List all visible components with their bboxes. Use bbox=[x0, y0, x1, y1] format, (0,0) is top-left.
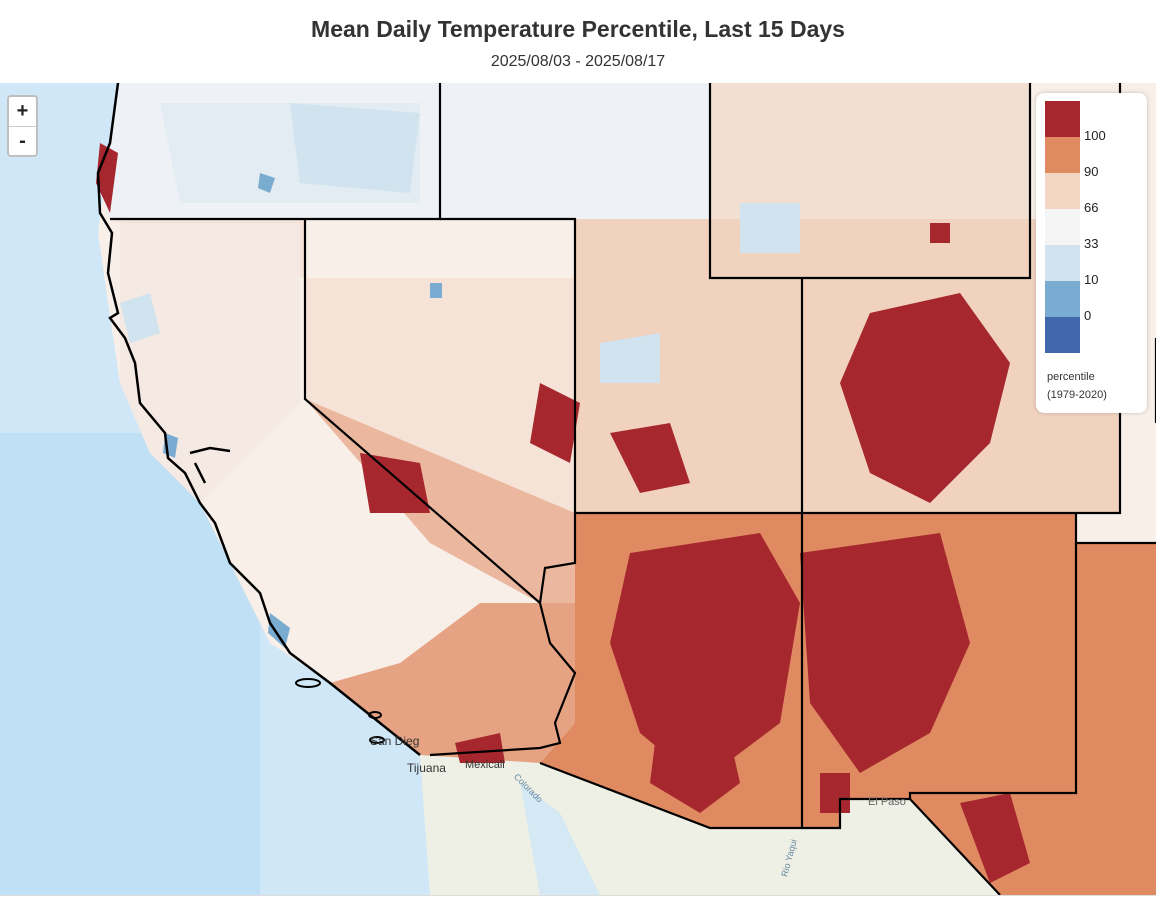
page-subtitle: 2025/08/03 - 2025/08/17 bbox=[490, 53, 666, 70]
place-label-san-diego: San Dieg bbox=[370, 734, 420, 748]
hot-anomaly-patches bbox=[96, 143, 1030, 883]
map-canvas[interactable]: San Dieg Tijuana Mexicali Colorado El Pa… bbox=[0, 83, 1156, 895]
legend-footer-period: (1979-2020) bbox=[1047, 389, 1107, 401]
legend-tick-100: 100 bbox=[1084, 128, 1106, 143]
channel-islands bbox=[295, 678, 385, 744]
legend-tick-90: 90 bbox=[1084, 164, 1099, 179]
legend-swatch-0 bbox=[1045, 281, 1080, 317]
place-label-mexicali: Mexicali bbox=[465, 759, 505, 771]
legend-tick-66: 66 bbox=[1084, 200, 1099, 215]
zoom-out-button[interactable]: - bbox=[19, 130, 26, 152]
legend-swatch-below bbox=[1045, 317, 1080, 353]
zoom-in-button[interactable]: + bbox=[9, 97, 36, 127]
legend-panel: 100 90 66 33 10 0 percentile (1979-2020) bbox=[1036, 93, 1147, 413]
region-nevada bbox=[110, 219, 575, 513]
region-socal-hot bbox=[330, 603, 575, 763]
bottom-divider bbox=[0, 895, 1156, 896]
legend-swatch-10 bbox=[1045, 245, 1080, 281]
legend-tick-10: 10 bbox=[1084, 272, 1099, 287]
state-borders bbox=[110, 83, 1156, 895]
gulf-of-california bbox=[520, 783, 600, 895]
legend-swatch-90 bbox=[1045, 137, 1080, 173]
region-texas bbox=[1076, 543, 1156, 895]
legend-swatch-33 bbox=[1045, 209, 1080, 245]
sf-bay-outline bbox=[189, 446, 231, 484]
coastline bbox=[96, 83, 421, 756]
place-label-el-paso: El Paso bbox=[868, 796, 906, 808]
legend-tick-33: 33 bbox=[1084, 236, 1099, 251]
legend-tick-0: 0 bbox=[1084, 308, 1092, 323]
page-title: Mean Daily Temperature Percentile, Last … bbox=[311, 16, 845, 42]
cool-anomaly-patches bbox=[120, 103, 800, 383]
place-label-tijuana: Tijuana bbox=[407, 761, 446, 775]
map-svg bbox=[0, 83, 1156, 895]
legend-footer-label: percentile bbox=[1047, 371, 1095, 383]
legend-swatch-100 bbox=[1045, 101, 1080, 137]
legend-swatch-66 bbox=[1045, 173, 1080, 209]
region-mojave bbox=[305, 399, 575, 603]
zoom-control: + - bbox=[7, 95, 38, 157]
